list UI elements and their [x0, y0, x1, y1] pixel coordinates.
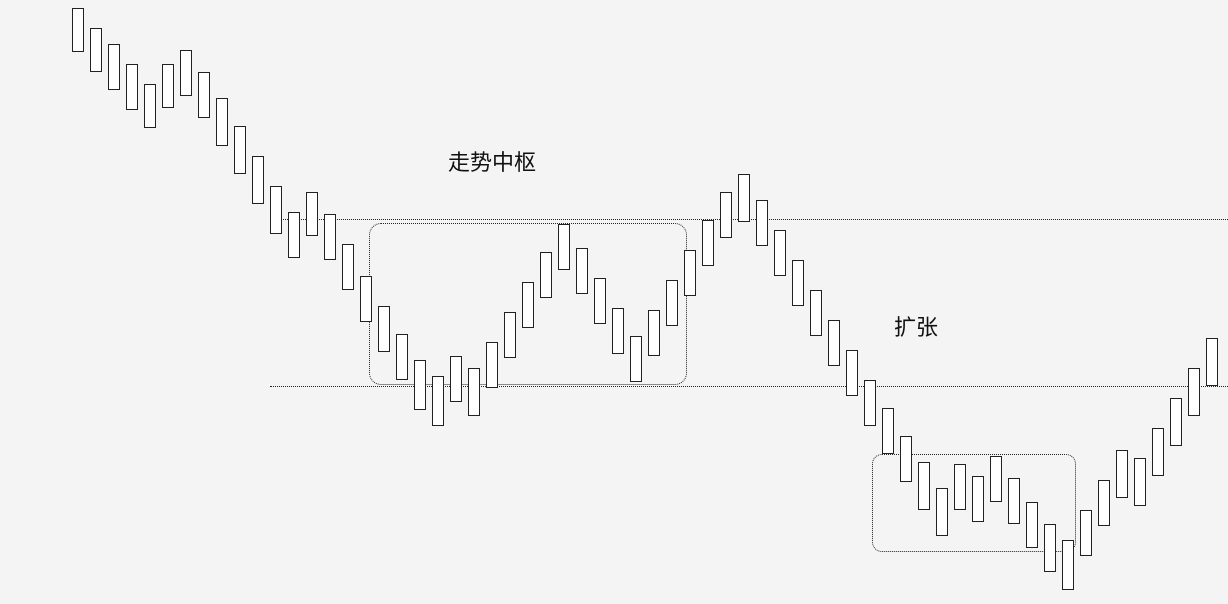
candle-bar	[198, 72, 210, 118]
candlestick-diagram: 走势中枢 扩张	[0, 0, 1228, 604]
candle-bar	[864, 380, 876, 426]
candle-bar	[162, 64, 174, 108]
candle-bar	[126, 64, 138, 110]
candle-bar	[1206, 338, 1218, 386]
candle-bar	[360, 276, 372, 322]
candle-bar	[702, 220, 714, 266]
candle-bar	[738, 174, 750, 222]
candle-bar	[630, 336, 642, 382]
candle-bar	[1008, 478, 1020, 524]
candle-bar	[216, 98, 228, 146]
candle-bar	[954, 464, 966, 510]
candle-bar	[252, 156, 264, 204]
candle-bar	[468, 368, 480, 416]
candle-bar	[666, 280, 678, 326]
candle-bar	[648, 310, 660, 356]
candle-bar	[234, 126, 246, 174]
candle-bar	[1080, 510, 1092, 556]
candle-bar	[1062, 540, 1074, 590]
candle-bar	[1152, 428, 1164, 476]
label-pivot: 走势中枢	[448, 145, 536, 177]
candle-bar	[72, 8, 84, 52]
candle-bar	[1188, 368, 1200, 416]
candle-bar	[180, 50, 192, 96]
candle-bar	[684, 250, 696, 296]
candle-bar	[432, 376, 444, 426]
candle-bar	[612, 308, 624, 354]
candle-bar	[918, 462, 930, 510]
candle-bar	[108, 44, 120, 90]
label-expand: 扩张	[894, 310, 938, 342]
candle-bar	[522, 282, 534, 328]
candle-bar	[504, 312, 516, 358]
candle-bar	[792, 260, 804, 306]
candle-bar	[396, 334, 408, 380]
candle-bar	[882, 408, 894, 454]
candle-bar	[270, 186, 282, 234]
candle-bar	[378, 306, 390, 352]
candle-bar	[936, 488, 948, 536]
candle-bar	[414, 360, 426, 410]
candle-bar	[342, 244, 354, 290]
candle-bar	[306, 192, 318, 236]
candle-bar	[486, 342, 498, 388]
candle-bar	[1116, 450, 1128, 498]
candle-bar	[720, 192, 732, 238]
candle-bar	[558, 224, 570, 270]
candle-bar	[450, 356, 462, 402]
candle-bar	[990, 456, 1002, 502]
candle-bar	[1044, 524, 1056, 572]
candle-bar	[324, 214, 336, 260]
candle-bar	[774, 230, 786, 276]
candle-bar	[810, 290, 822, 336]
candle-bar	[144, 84, 156, 128]
candle-bar	[90, 28, 102, 72]
candle-bar	[540, 252, 552, 298]
candle-bar	[288, 212, 300, 258]
candle-bar	[1170, 398, 1182, 446]
candle-bar	[900, 436, 912, 482]
candle-bar	[756, 200, 768, 246]
candle-bar	[1134, 458, 1146, 506]
candle-bar	[576, 248, 588, 294]
candle-bar	[846, 350, 858, 396]
candle-bar	[1098, 480, 1110, 526]
candle-bar	[828, 320, 840, 366]
candle-bar	[594, 278, 606, 324]
candle-bar	[1026, 502, 1038, 548]
candle-bar	[972, 476, 984, 522]
